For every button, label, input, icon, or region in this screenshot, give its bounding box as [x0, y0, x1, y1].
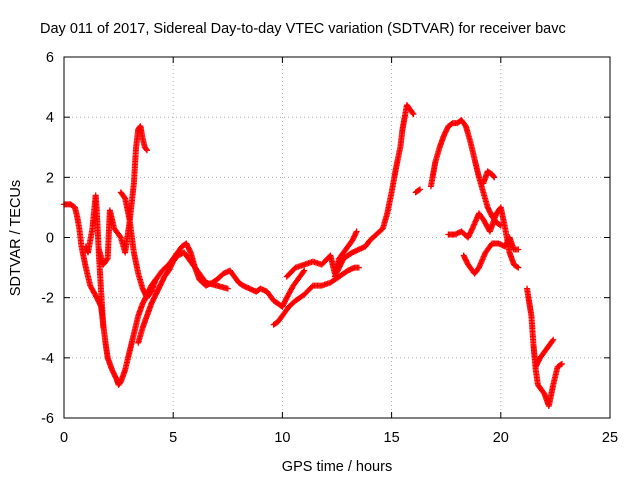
data-point	[515, 246, 522, 253]
data-point	[491, 174, 498, 181]
x-tick-label: 10	[274, 430, 290, 446]
x-axis-ticks: 0 5 10 15 20 25	[60, 57, 618, 446]
data-point	[121, 194, 128, 201]
x-tick-label: 15	[384, 430, 400, 446]
data-point	[301, 267, 308, 274]
y-tick-label: 6	[46, 50, 54, 66]
x-tick-label: 0	[60, 430, 68, 446]
y-tick-label: -6	[41, 411, 54, 427]
data-point	[410, 111, 417, 118]
y-tick-label: -2	[41, 291, 54, 307]
grid-lines	[64, 57, 610, 418]
data-point	[416, 186, 423, 193]
x-tick-label: 20	[493, 430, 509, 446]
data-point	[514, 263, 521, 270]
data-point	[515, 264, 522, 271]
y-tick-label: 0	[46, 231, 54, 247]
data-point	[143, 147, 150, 154]
y-tick-label: 4	[46, 110, 54, 126]
data-point	[224, 285, 231, 292]
data-point	[496, 221, 503, 228]
data-marks	[61, 102, 565, 409]
chart-title: Day 011 of 2017, Sidereal Day-to-day VTE…	[40, 21, 566, 37]
y-axis-label: SDTVAR / TECUs	[8, 180, 24, 296]
data-point	[409, 109, 416, 116]
data-point	[461, 121, 468, 128]
y-tick-label: 2	[46, 170, 54, 186]
data-point	[103, 256, 110, 263]
x-tick-label: 5	[169, 430, 177, 446]
data-point	[300, 268, 307, 275]
data-point	[557, 361, 564, 368]
data-point	[415, 187, 422, 194]
data-point	[353, 228, 360, 235]
data-point	[549, 337, 556, 344]
x-axis-label: GPS time / hours	[282, 459, 392, 475]
data-point	[558, 360, 565, 367]
y-tick-label: -4	[41, 351, 54, 367]
data-point	[143, 146, 150, 153]
data-point	[550, 336, 557, 343]
y-axis-ticks: -6 -4 -2 0 2 4 6	[41, 50, 610, 427]
data-point	[100, 324, 107, 331]
x-tick-label: 25	[602, 430, 618, 446]
data-point	[355, 264, 362, 271]
data-point	[490, 173, 497, 180]
